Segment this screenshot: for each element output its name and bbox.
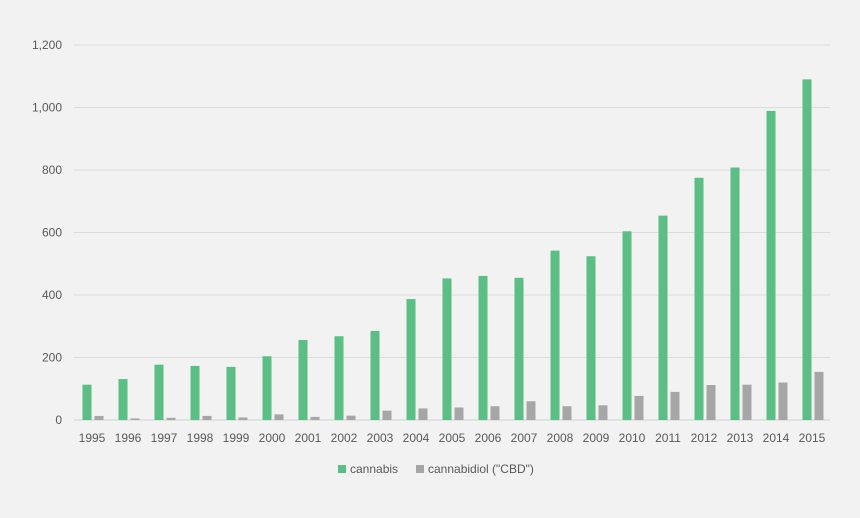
- x-tick-label: 2001: [295, 431, 322, 445]
- bar-cbd: [454, 407, 464, 420]
- bar-cbd: [634, 395, 644, 420]
- bar-cbd: [382, 410, 392, 420]
- legend-swatch: [338, 465, 346, 473]
- bar-cbd: [706, 385, 716, 420]
- bar-cannabis: [550, 250, 560, 420]
- bar-cbd: [778, 382, 788, 420]
- y-axis-tick-labels: 0 200 400 600 800 1,000 1,200: [32, 38, 62, 427]
- y-tick-label: 0: [55, 413, 62, 427]
- bar-cbd: [274, 414, 284, 420]
- x-tick-label: 2007: [511, 431, 538, 445]
- bar-cannabis: [802, 79, 812, 420]
- bar-cbd: [670, 391, 680, 420]
- bar-cbd: [310, 416, 320, 420]
- bar-cbd: [130, 418, 140, 420]
- x-tick-label: 2006: [475, 431, 502, 445]
- bar-cannabis: [478, 275, 488, 420]
- x-tick-label: 1999: [223, 431, 250, 445]
- bar-cannabis: [298, 340, 308, 420]
- x-tick-label: 2003: [367, 431, 394, 445]
- bar-cbd: [742, 384, 752, 420]
- x-tick-label: 2008: [547, 431, 574, 445]
- bar-cannabis: [334, 336, 344, 420]
- bar-cbd: [418, 408, 428, 420]
- bar-cbd: [346, 415, 356, 420]
- bar-cannabis: [370, 330, 380, 420]
- x-tick-label: 2004: [403, 431, 430, 445]
- x-tick-label: 1998: [187, 431, 214, 445]
- x-tick-label: 1996: [115, 431, 142, 445]
- bar-cbd: [166, 417, 176, 420]
- x-tick-label: 2015: [799, 431, 826, 445]
- bar-cannabis: [118, 379, 128, 420]
- bars: [82, 79, 824, 420]
- legend-swatch: [416, 465, 424, 473]
- bar-cannabis: [442, 278, 452, 420]
- bar-cannabis: [406, 299, 416, 420]
- bar-cbd: [238, 417, 248, 420]
- x-tick-label: 2000: [259, 431, 286, 445]
- gridlines: [74, 44, 830, 421]
- y-tick-label: 800: [42, 163, 62, 177]
- x-tick-label: 2012: [691, 431, 718, 445]
- bar-cannabis: [226, 366, 236, 420]
- x-tick-label: 2014: [763, 431, 790, 445]
- legend-label: cannabidiol ("CBD"): [428, 462, 534, 476]
- bar-cannabis: [82, 384, 92, 420]
- bar-cannabis: [514, 277, 524, 420]
- bar-cannabis: [694, 177, 704, 420]
- x-tick-label: 1997: [151, 431, 178, 445]
- x-tick-label: 2002: [331, 431, 358, 445]
- y-tick-label: 200: [42, 351, 62, 365]
- y-tick-label: 600: [42, 226, 62, 240]
- bar-cannabis: [586, 256, 596, 420]
- y-tick-label: 1,200: [32, 38, 62, 52]
- bar-cannabis: [262, 356, 272, 420]
- x-tick-label: 1995: [79, 431, 106, 445]
- bar-cbd: [526, 401, 536, 420]
- y-tick-label: 1,000: [32, 101, 62, 115]
- x-tick-label: 2011: [655, 431, 681, 445]
- bar-cbd: [814, 371, 824, 420]
- bar-cbd: [94, 415, 104, 420]
- bar-cannabis: [730, 167, 740, 420]
- bar-cbd: [490, 406, 500, 420]
- bar-cannabis: [190, 365, 200, 420]
- x-tick-label: 2009: [583, 431, 610, 445]
- bar-cbd: [202, 415, 212, 420]
- x-tick-label: 2013: [727, 431, 754, 445]
- legend: cannabis cannabidiol ("CBD"): [338, 462, 534, 476]
- bar-cbd: [562, 406, 572, 420]
- bar-cannabis: [658, 215, 668, 420]
- bar-cannabis: [766, 110, 776, 420]
- legend-label: cannabis: [350, 462, 398, 476]
- bar-cbd: [598, 405, 608, 420]
- bar-cannabis: [622, 231, 632, 420]
- bar-cannabis: [154, 364, 164, 420]
- x-axis-tick-labels: 1995 1996 1997 1998 1999 2000 2001 2002 2003 2004…: [79, 431, 826, 445]
- x-tick-label: 2005: [439, 431, 466, 445]
- y-tick-label: 400: [42, 288, 62, 302]
- x-tick-label: 2010: [619, 431, 646, 445]
